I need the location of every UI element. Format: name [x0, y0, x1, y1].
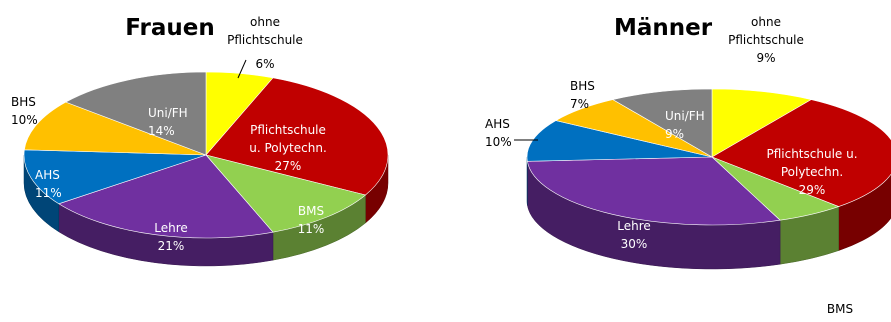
slice-label-text: ohne — [751, 15, 781, 29]
slice-label-lehre: Lehre 30% — [617, 219, 651, 251]
slice-value-label: 7% — [570, 97, 589, 111]
slice-label-bhs: BHS 10% — [11, 95, 38, 127]
slice-label-text: ohne — [250, 15, 280, 29]
slice-value-label: 9% — [665, 127, 684, 141]
slice-pflichtschule-u-polytechn- — [711, 99, 891, 207]
pie-chart-frauen: Frauen ohne Pflichtschule 6% Pflichtschule u… — [11, 15, 389, 267]
slice-label-ahs: AHS 10% — [485, 117, 512, 149]
slice-ahs — [23, 149, 207, 205]
leader-line — [237, 59, 247, 79]
slice-lehre — [527, 156, 781, 226]
slice-value-label: 9% — [756, 51, 775, 65]
slice-label-ohne-pflichtschule: ohne Pflichtschule 6% — [227, 15, 303, 71]
slice-label-lehre: Lehre 21% — [154, 221, 188, 253]
slice-bms — [205, 154, 367, 233]
slice-label-text: Pflichtschule — [227, 33, 303, 47]
slice-label-text: Pflichtschule — [250, 123, 326, 137]
slice-uni-fh — [612, 88, 713, 158]
slice-label-bms: BMS 6% — [827, 302, 853, 322]
slice-uni-fh — [65, 71, 207, 156]
slice-label-text: Uni/FH — [148, 106, 188, 120]
slice-label-text: BHS — [11, 95, 36, 109]
slice-label-text: Pflichtschule u. — [766, 147, 857, 161]
slice-value-label: 21% — [158, 239, 185, 253]
slice-ohne-pflichtschule — [711, 88, 812, 158]
slice-value-label: 10% — [485, 135, 512, 149]
slice-label-text: BMS — [827, 302, 853, 316]
slice-value-label: 11% — [35, 186, 62, 200]
slice-label-text: Lehre — [154, 221, 188, 235]
slice-value-label: 14% — [148, 124, 175, 138]
slice-value-label: 11% — [298, 222, 325, 236]
slice-label-text: Polytechn. — [781, 165, 843, 179]
slice-label-text: Lehre — [617, 219, 651, 233]
slice-label-ohne-pflichtschule: ohne Pflichtschule 9% — [728, 15, 804, 65]
slice-value-label: 10% — [11, 113, 38, 127]
slice-label-text: Uni/FH — [665, 109, 705, 123]
slice-value-label: 6% — [830, 320, 849, 322]
slice-label-pflichtschule-u-polytechn-: Pflichtschule u. Polytechn. 27% — [249, 123, 327, 173]
slice-label-pflichtschule-u-polytechn-: Pflichtschule u. Polytechn. 29% — [766, 147, 857, 197]
chart-title: Männer — [614, 15, 713, 41]
slice-label-text: BHS — [570, 79, 595, 93]
slice-value-label: 30% — [621, 237, 648, 251]
slice-pflichtschule-u-polytechn- — [205, 77, 389, 196]
slice-lehre — [58, 154, 274, 239]
slice-label-text: u. Polytechn. — [249, 141, 327, 155]
pie-chart-maenner: Männer ohne Pflichtschule 9% Pflichtschule … — [485, 15, 891, 322]
slice-value-label: 6% — [255, 57, 274, 71]
slice-label-ahs: AHS 11% — [35, 168, 62, 200]
slice-value-label: 27% — [275, 159, 302, 173]
slice-label-bhs: BHS 7% — [570, 79, 595, 111]
slice-label-bms: BMS 11% — [298, 204, 325, 236]
slice-bhs — [24, 101, 207, 156]
slice-label-text: AHS — [35, 168, 60, 182]
slice-label-uni-fh: Uni/FH 9% — [665, 109, 705, 141]
slice-label-uni-fh: Uni/FH 14% — [148, 106, 188, 138]
slice-label-text: BMS — [298, 204, 324, 218]
slice-label-text: AHS — [485, 117, 510, 131]
slice-value-label: 29% — [799, 183, 826, 197]
slice-label-text: Pflichtschule — [728, 33, 804, 47]
chart-title: Frauen — [125, 15, 214, 41]
